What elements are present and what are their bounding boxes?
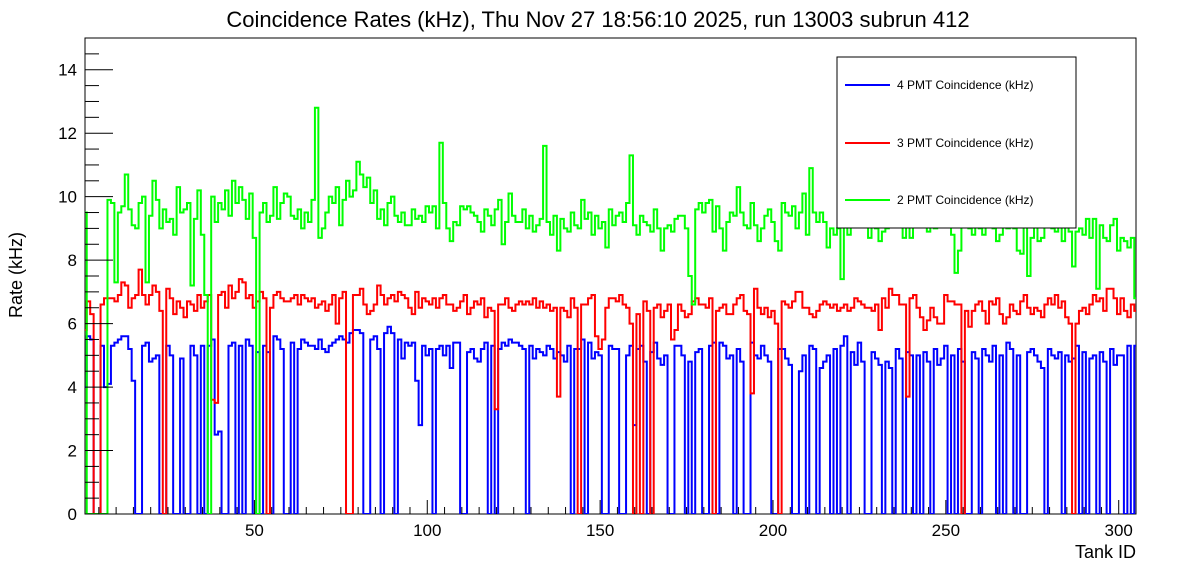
y-axis: 0 2 4 6 8 10 12 14 bbox=[58, 37, 113, 524]
y-tick-label: 14 bbox=[58, 61, 77, 80]
legend-label-1: 4 PMT Coincidence (kHz) bbox=[897, 78, 1034, 92]
y-axis-label: Rate (kHz) bbox=[6, 232, 26, 318]
x-tick-label: 100 bbox=[413, 521, 441, 540]
y-tick-label: 10 bbox=[58, 188, 77, 207]
y-tick-label: 4 bbox=[68, 378, 77, 397]
x-tick-label: 250 bbox=[932, 521, 960, 540]
x-tick-label: 50 bbox=[245, 521, 264, 540]
x-tick-label: 200 bbox=[759, 521, 787, 540]
y-tick-label: 2 bbox=[68, 442, 77, 461]
series-line-3 bbox=[85, 106, 1136, 514]
series-line-1 bbox=[85, 325, 1136, 514]
series-line-2 bbox=[85, 268, 1136, 514]
y-tick-label: 0 bbox=[68, 505, 77, 524]
legend: 4 PMT Coincidence (kHz) 3 PMT Coincidence… bbox=[836, 56, 1077, 229]
y-tick-label: 12 bbox=[58, 124, 77, 143]
legend-label-2: 3 PMT Coincidence (kHz) bbox=[897, 136, 1034, 150]
x-axis-label: Tank ID bbox=[1075, 542, 1136, 562]
legend-label-3: 2 PMT Coincidence (kHz) bbox=[897, 193, 1034, 207]
plot-series bbox=[85, 106, 1136, 514]
x-tick-label: 150 bbox=[586, 521, 614, 540]
chart-title: Coincidence Rates (kHz), Thu Nov 27 18:5… bbox=[226, 7, 969, 32]
x-axis: 50 100 150 200 250 300 bbox=[98, 500, 1137, 540]
x-tick-label: 300 bbox=[1105, 521, 1133, 540]
y-tick-label: 6 bbox=[68, 315, 77, 334]
y-tick-label: 8 bbox=[68, 251, 77, 270]
